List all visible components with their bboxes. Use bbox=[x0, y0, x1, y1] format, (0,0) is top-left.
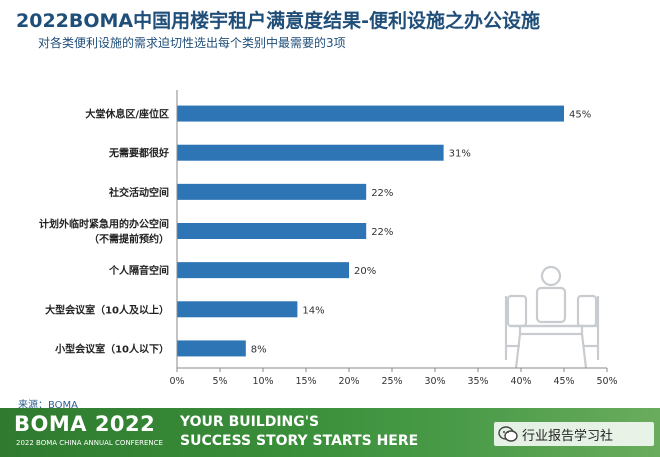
boma-logo-subtitle: 2022 BOMA CHINA ANNUAL CONFERENCE bbox=[16, 439, 163, 447]
bar-6 bbox=[177, 340, 246, 357]
bar-4 bbox=[177, 262, 349, 279]
source-note: 来源：BOMA bbox=[18, 400, 79, 411]
bar-value-label-2: 22% bbox=[371, 188, 393, 199]
page-title: 2022BOMA中国用楼宇租户满意度结果-便利设施之办公设施 bbox=[16, 10, 541, 32]
x-tick-label-5: 25% bbox=[381, 376, 402, 387]
wechat-label: 行业报告学习社 bbox=[522, 429, 614, 444]
x-tick-label-6: 30% bbox=[424, 376, 445, 387]
category-label-0: 大堂休息区/座位区 bbox=[85, 108, 169, 121]
wechat-badge: 行业报告学习社 bbox=[494, 422, 654, 446]
bar-value-label-5: 14% bbox=[302, 305, 324, 316]
bar-value-label-4: 20% bbox=[354, 266, 376, 277]
category-label-2: 社交活动空间 bbox=[108, 186, 169, 199]
x-tick-label-8: 40% bbox=[510, 376, 531, 387]
bar-5 bbox=[177, 301, 298, 318]
category-label-5: 大型会议室（10人及以上） bbox=[45, 303, 169, 316]
category-label-6: 小型会议室（10人以下） bbox=[54, 342, 169, 355]
x-tick-label-9: 45% bbox=[553, 376, 574, 387]
bar-2 bbox=[177, 183, 367, 200]
x-tick-label-1: 5% bbox=[212, 376, 227, 387]
x-tick-label-2: 10% bbox=[252, 376, 273, 387]
wechat-icon bbox=[498, 426, 518, 442]
bar-0 bbox=[177, 105, 564, 122]
category-label-4: 个人隔音空间 bbox=[108, 264, 169, 277]
bar-value-label-3: 22% bbox=[371, 227, 393, 238]
bar-value-label-6: 8% bbox=[251, 344, 267, 355]
tagline-line-1: YOUR BUILDING'S bbox=[180, 414, 320, 430]
bar-3 bbox=[177, 223, 367, 239]
x-tick-label-4: 20% bbox=[338, 376, 359, 387]
boma-logo: BOMA 2022 bbox=[14, 412, 156, 436]
bar-chart: 45% 大堂休息区/座位区 31% 无需要都很好 22% 社交活动空间 22% 计划外临时紧急… bbox=[39, 90, 618, 387]
bar-value-label-0: 45% bbox=[569, 110, 591, 121]
x-tick-label-10: 50% bbox=[596, 376, 617, 387]
meeting-people-icon bbox=[504, 265, 600, 369]
x-tick-label-7: 35% bbox=[467, 376, 488, 387]
tagline-line-2: SUCCESS STORY STARTS HERE bbox=[180, 433, 419, 449]
bar-value-label-1: 31% bbox=[449, 149, 471, 160]
category-label-3-line-1: （不需提前预约） bbox=[89, 233, 169, 246]
x-tick-label-0: 0% bbox=[169, 376, 184, 387]
bar-1 bbox=[177, 144, 444, 161]
x-tick-label-3: 15% bbox=[295, 376, 316, 387]
category-label-3-line-0: 计划外临时紧急用的办公空间 bbox=[39, 218, 169, 231]
page-subtitle: 对各类便利设施的需求迫切性选出每个类别中最需要的3项 bbox=[38, 36, 346, 50]
footer-banner: BOMA 2022 2022 BOMA CHINA ANNUAL CONFERE… bbox=[0, 408, 660, 457]
category-label-1: 无需要都很好 bbox=[108, 147, 169, 160]
